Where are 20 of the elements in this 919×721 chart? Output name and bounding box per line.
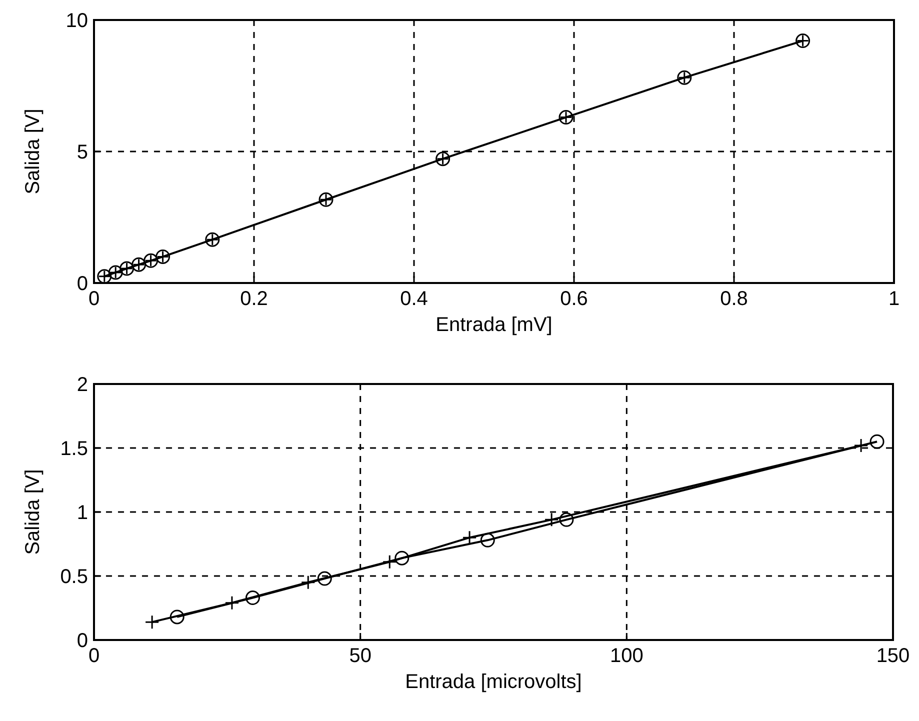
y-axis-title: Salida [V] (22, 469, 44, 555)
y-axis-title: Salida [V] (22, 108, 44, 194)
x-tick-label: 100 (610, 645, 644, 667)
x-tick-label: 0.6 (560, 288, 588, 310)
x-tick-label: 1 (888, 288, 900, 310)
y-tick-label: 0 (76, 273, 88, 295)
x-tick-label: 0.8 (720, 288, 748, 310)
x-tick-label: 0.2 (240, 288, 268, 310)
x-tick-label: 50 (349, 645, 372, 667)
y-tick-label: 0.5 (60, 566, 88, 588)
x-tick-label: 0.4 (400, 288, 428, 310)
y-tick-label: 0 (76, 630, 88, 652)
y-tick-label: 1.5 (60, 438, 88, 460)
x-axis-title: Entrada [microvolts] (405, 671, 582, 693)
x-tick-label: 150 (876, 645, 910, 667)
y-tick-label: 5 (76, 142, 88, 164)
y-tick-label: 10 (66, 10, 88, 32)
x-axis-title: Entrada [mV] (436, 314, 552, 336)
y-tick-label: 1 (76, 502, 88, 524)
y-tick-label: 2 (76, 374, 88, 396)
